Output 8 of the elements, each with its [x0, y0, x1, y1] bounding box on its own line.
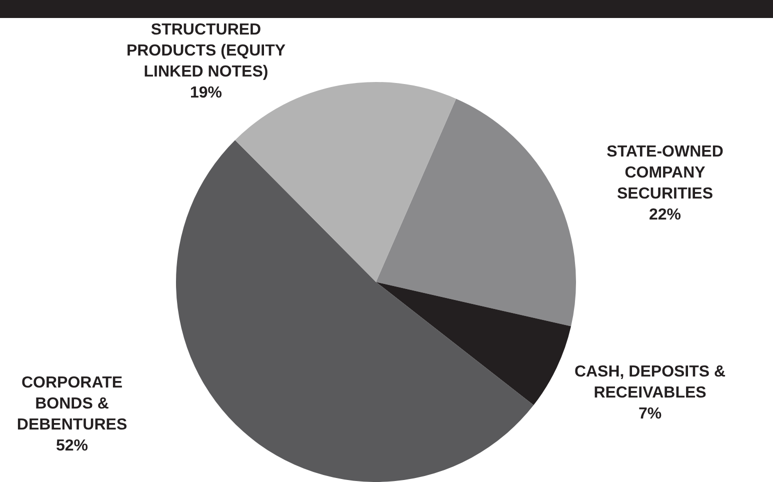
- slice-label: STATE-OWNED COMPANY SECURITIES: [606, 143, 724, 202]
- slice-label: STRUCTURED PRODUCTS (EQUITY LINKED NOTES): [126, 21, 286, 80]
- data-label: 7%: [638, 405, 662, 422]
- slice-label: CORPORATE BONDS & DEBENTURES: [16, 374, 128, 434]
- slice-label: CASH, DEPOSITS & RECEIVABLES: [574, 363, 726, 402]
- data-label: 22%: [648, 206, 682, 224]
- data-label: 19%: [190, 84, 222, 102]
- data-label: 52%: [56, 437, 88, 454]
